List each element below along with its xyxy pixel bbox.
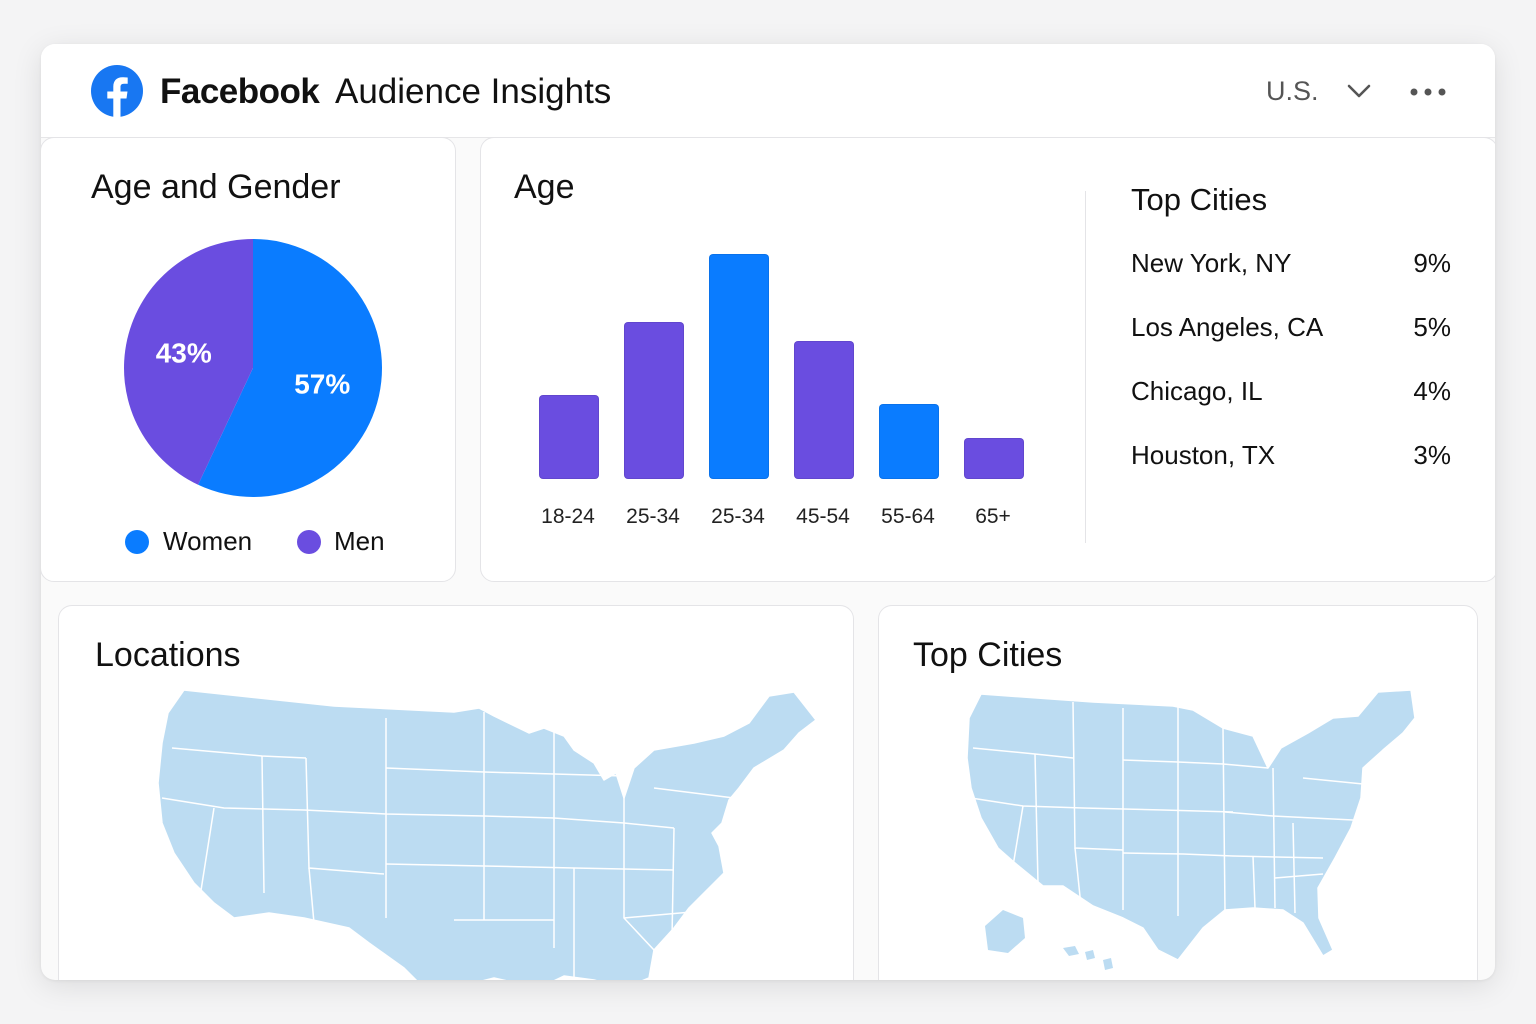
city-percentage: 4%	[1413, 376, 1451, 406]
legend-men-label: Men	[334, 526, 385, 556]
header-bar: Facebook Audience Insights U.S.	[41, 44, 1495, 138]
gender-pie-chart: 57% 43%	[124, 239, 382, 497]
age-gender-card: Age and Gender 57% 43% Women Men	[41, 137, 456, 582]
facebook-logo-icon[interactable]	[91, 65, 143, 117]
age-title: Age	[514, 168, 575, 206]
age-bar	[964, 438, 1024, 479]
brand-name: Facebook	[160, 72, 320, 111]
age-bar	[539, 394, 599, 479]
pie-slice-men	[124, 239, 253, 485]
age-bar	[794, 341, 854, 479]
legend-women-label: Women	[163, 526, 253, 556]
top-cities-map-card: Top Cities	[878, 605, 1478, 980]
city-percentage: 9%	[1413, 248, 1451, 278]
us-map-locations	[157, 689, 817, 980]
city-row: Chicago, IL 4%	[1131, 376, 1451, 416]
age-bar	[709, 254, 769, 479]
age-bar-label: 18-24	[541, 505, 595, 528]
city-name: Chicago, IL	[1131, 376, 1263, 406]
age-bar	[879, 404, 939, 479]
city-row: New York, NY 9%	[1131, 248, 1451, 288]
chevron-down-icon[interactable]	[1346, 82, 1372, 100]
locations-card: Locations	[58, 605, 854, 980]
age-bar-label: 25-34	[626, 505, 680, 528]
city-percentage: 5%	[1413, 312, 1451, 342]
age-bar-chart: 18-24 25-34 25-34 45-54 55-64 65+	[481, 138, 1041, 581]
age-gender-title: Age and Gender	[91, 168, 341, 206]
city-row: Los Angeles, CA 5%	[1131, 312, 1451, 352]
age-bar	[624, 322, 684, 479]
top-cities-list: New York, NY 9% Los Angeles, CA 5% Chica…	[1131, 248, 1451, 508]
pie-label-men: 43%	[156, 338, 212, 369]
age-bar-label: 45-54	[796, 505, 850, 528]
country-select-value[interactable]: U.S.	[1266, 76, 1319, 106]
panel-divider	[1085, 191, 1086, 543]
audience-insights-window: Facebook Audience Insights U.S. Age and …	[41, 44, 1495, 980]
pie-slice-women	[198, 239, 382, 497]
us-map-top-cities	[966, 689, 1416, 970]
age-bar-label: 55-64	[881, 505, 935, 528]
city-row: Houston, TX 3%	[1131, 440, 1451, 480]
age-bar-label: 65+	[975, 505, 1011, 528]
legend-women-swatch	[125, 530, 149, 554]
age-bar-label: 25-34	[711, 505, 765, 528]
top-cities-panel-title: Top Cities	[1131, 182, 1268, 217]
legend-men-swatch	[297, 530, 321, 554]
city-percentage: 3%	[1413, 440, 1451, 470]
city-name: Houston, TX	[1131, 440, 1276, 470]
city-name: New York, NY	[1131, 248, 1292, 278]
locations-title: Locations	[95, 636, 241, 674]
city-name: Los Angeles, CA	[1131, 312, 1324, 342]
more-options-icon[interactable]	[1410, 88, 1446, 96]
top-cities-map-title: Top Cities	[913, 636, 1063, 674]
page-title: Audience Insights	[335, 72, 612, 111]
age-card: Age 18-24 25-34 25-34 45-54 55-64 65+ Top Cit…	[480, 137, 1495, 582]
pie-label-women: 57%	[294, 368, 350, 399]
